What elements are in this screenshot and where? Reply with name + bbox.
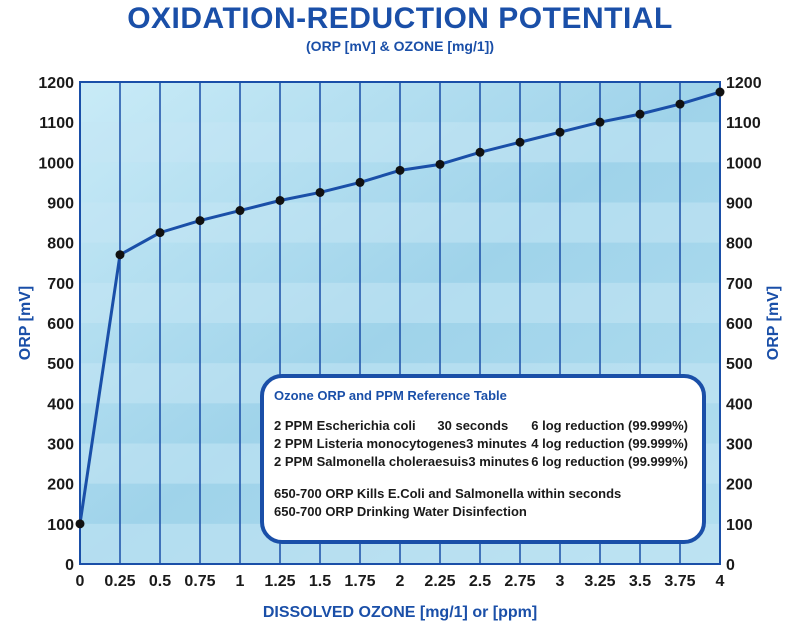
y-tick-label-right: 1000 xyxy=(726,155,762,172)
y-tick-label-right: 900 xyxy=(726,196,753,213)
x-tick-label: 3.75 xyxy=(664,573,695,590)
data-point xyxy=(395,165,405,175)
y-tick-label-right: 800 xyxy=(726,236,753,253)
y-tick-label-right: 600 xyxy=(726,316,753,333)
data-point xyxy=(715,87,725,97)
data-point xyxy=(195,216,205,226)
y-tick-label-right: 0 xyxy=(726,557,735,574)
chart-title: OXIDATION-REDUCTION POTENTIAL xyxy=(127,2,673,35)
y-tick-label-left: 1200 xyxy=(38,75,74,92)
organism-cell: 2 PPM Escherichia coli xyxy=(274,418,416,433)
data-point xyxy=(675,99,685,109)
y-axis-label-left: ORP [mV] xyxy=(17,286,34,360)
result-cell: 4 log reduction (99.999%) xyxy=(531,436,688,451)
result-cell: 6 log reduction (99.999%) xyxy=(531,418,688,433)
y-tick-label-left: 0 xyxy=(65,557,74,574)
data-point xyxy=(435,159,445,169)
x-tick-label: 1.75 xyxy=(344,573,375,590)
x-tick-label: 1.25 xyxy=(264,573,295,590)
y-tick-label-right: 300 xyxy=(726,437,753,454)
x-tick-label: 2 xyxy=(396,573,405,590)
x-tick-label: 2.25 xyxy=(424,573,455,590)
y-tick-label-left: 200 xyxy=(47,477,74,494)
x-tick-label: 3 xyxy=(556,573,565,590)
chart-subtitle: (ORP [mV] & OZONE [mg/1]) xyxy=(306,38,494,54)
data-point xyxy=(315,187,325,197)
data-point xyxy=(275,195,285,205)
time-cell: 30 seconds xyxy=(437,418,509,433)
x-tick-label: 1.5 xyxy=(309,573,331,590)
y-tick-label-left: 700 xyxy=(47,276,74,293)
data-point xyxy=(355,177,365,187)
time-cell: 3 minutes xyxy=(466,436,527,451)
data-point xyxy=(635,109,645,119)
y-tick-label-right: 1100 xyxy=(726,115,761,132)
x-tick-label: 3.25 xyxy=(584,573,615,590)
x-tick-label: 1 xyxy=(236,573,245,590)
time-cell: 3 minutes xyxy=(468,454,530,469)
x-tick-label: 2.5 xyxy=(469,573,491,590)
plot-border xyxy=(79,81,721,565)
y-tick-label-left: 800 xyxy=(47,236,74,253)
reference-table: Ozone ORP and PPM Reference Table 2 PPM … xyxy=(260,374,706,544)
x-tick-label: 3.5 xyxy=(629,573,651,590)
x-tick-label: 2.75 xyxy=(504,573,535,590)
data-point xyxy=(515,137,525,147)
data-point xyxy=(475,147,485,157)
x-tick-label: 4 xyxy=(716,573,725,590)
y-tick-label-right: 100 xyxy=(726,517,753,534)
reference-note: 650-700 ORP Kills E.Coli and Salmonella … xyxy=(274,486,622,501)
y-tick-label-right: 200 xyxy=(726,477,753,494)
y-tick-label-left: 1100 xyxy=(39,115,74,132)
y-axis-label-right: ORP [mV] xyxy=(765,286,782,360)
x-axis-label: DISSOLVED OZONE [mg/1] or [ppm] xyxy=(263,604,537,621)
data-point xyxy=(75,519,85,529)
result-cell: 6 log reduction (99.999%) xyxy=(531,454,688,469)
y-tick-label-left: 1000 xyxy=(38,155,74,172)
y-tick-label-left: 600 xyxy=(47,316,74,333)
table-row: 2 PPM Escherichia coli 30 seconds 6 log … xyxy=(274,417,688,435)
data-point xyxy=(595,117,605,127)
data-point xyxy=(235,206,245,216)
reference-note: 650-700 ORP Drinking Water Disinfection xyxy=(274,504,527,519)
organism-cell: 2 PPM Salmonella choleraesuis xyxy=(274,454,469,469)
y-tick-label-left: 100 xyxy=(47,517,74,534)
y-tick-label-right: 400 xyxy=(726,396,753,413)
data-point xyxy=(555,127,565,137)
y-tick-label-left: 900 xyxy=(47,196,74,213)
y-tick-label-left: 500 xyxy=(47,356,74,373)
y-tick-label-left: 300 xyxy=(47,437,74,454)
x-tick-label: 0.75 xyxy=(184,573,215,590)
y-tick-label-right: 1200 xyxy=(726,75,762,92)
reference-table-title: Ozone ORP and PPM Reference Table xyxy=(274,388,507,403)
data-point xyxy=(115,250,125,260)
organism-cell: 2 PPM Listeria monocytogenes xyxy=(274,436,467,451)
x-tick-label: 0.5 xyxy=(149,573,171,590)
y-tick-label-right: 700 xyxy=(726,276,753,293)
y-tick-label-right: 500 xyxy=(726,356,753,373)
table-row: 2 PPM Salmonella choleraesuis 3 minutes … xyxy=(274,453,688,471)
table-row: 2 PPM Listeria monocytogenes 3 minutes 4… xyxy=(274,435,688,453)
data-point xyxy=(155,228,165,238)
x-tick-label: 0.25 xyxy=(104,573,135,590)
y-tick-label-left: 400 xyxy=(47,396,74,413)
x-tick-label: 0 xyxy=(76,573,85,590)
